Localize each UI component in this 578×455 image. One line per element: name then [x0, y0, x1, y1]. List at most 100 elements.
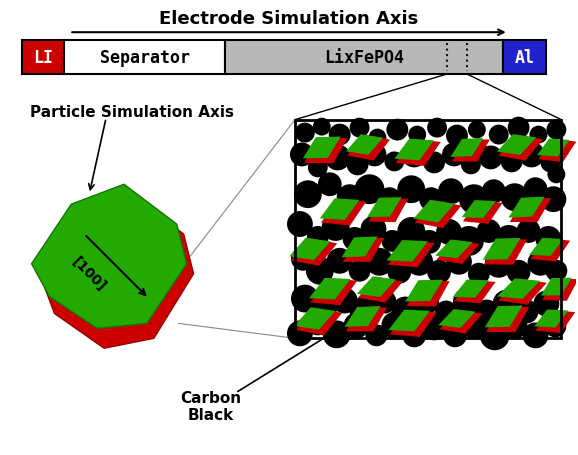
Circle shape [365, 248, 394, 276]
Polygon shape [344, 306, 381, 327]
Circle shape [453, 288, 481, 316]
Circle shape [329, 124, 351, 146]
Polygon shape [536, 310, 575, 334]
Circle shape [327, 248, 353, 274]
Circle shape [477, 220, 501, 243]
Circle shape [377, 188, 401, 212]
Circle shape [468, 263, 490, 285]
Circle shape [387, 119, 408, 141]
Circle shape [436, 220, 462, 245]
Polygon shape [309, 278, 350, 300]
Circle shape [503, 315, 528, 339]
Circle shape [381, 312, 409, 339]
Bar [225, 41, 503, 75]
Polygon shape [303, 137, 341, 159]
Circle shape [307, 227, 329, 248]
Circle shape [337, 185, 362, 211]
Text: Electrode Simulation Axis: Electrode Simulation Axis [160, 10, 418, 28]
Polygon shape [39, 195, 194, 349]
Circle shape [540, 153, 560, 173]
Circle shape [325, 145, 351, 171]
Polygon shape [388, 310, 430, 332]
Polygon shape [346, 135, 383, 156]
Polygon shape [357, 277, 396, 297]
Polygon shape [484, 239, 527, 265]
Polygon shape [407, 281, 450, 307]
Polygon shape [295, 308, 342, 336]
Polygon shape [485, 306, 523, 328]
Circle shape [361, 217, 387, 243]
Bar [64, 41, 225, 75]
Circle shape [417, 231, 441, 254]
Polygon shape [390, 310, 436, 337]
Circle shape [291, 285, 319, 313]
Circle shape [443, 324, 467, 348]
Circle shape [528, 250, 553, 276]
Polygon shape [414, 201, 455, 223]
Circle shape [349, 260, 370, 282]
Circle shape [308, 158, 328, 178]
Circle shape [446, 125, 468, 147]
Circle shape [546, 121, 566, 140]
Polygon shape [483, 238, 521, 260]
Circle shape [419, 188, 443, 212]
Polygon shape [291, 238, 337, 266]
Bar [295, 121, 561, 339]
Polygon shape [294, 308, 335, 330]
Circle shape [397, 176, 425, 204]
Circle shape [372, 290, 397, 314]
Bar [21, 41, 64, 75]
Circle shape [438, 179, 464, 205]
Polygon shape [497, 135, 536, 156]
Circle shape [408, 126, 426, 144]
Circle shape [544, 316, 566, 338]
Polygon shape [452, 140, 490, 162]
Circle shape [287, 212, 313, 238]
Circle shape [287, 321, 313, 347]
Text: LI: LI [33, 49, 53, 67]
Circle shape [462, 314, 488, 339]
Circle shape [524, 178, 547, 202]
Circle shape [489, 125, 509, 145]
Circle shape [493, 290, 521, 318]
Polygon shape [534, 310, 569, 328]
Circle shape [344, 313, 369, 339]
Polygon shape [439, 309, 483, 334]
Circle shape [501, 184, 528, 212]
Polygon shape [415, 201, 461, 228]
Bar [503, 41, 546, 75]
Circle shape [350, 118, 369, 138]
Circle shape [306, 312, 330, 336]
Circle shape [546, 260, 567, 282]
Circle shape [294, 181, 322, 209]
Circle shape [369, 129, 387, 147]
Polygon shape [310, 278, 357, 305]
Circle shape [402, 324, 426, 348]
Polygon shape [438, 309, 476, 328]
Polygon shape [539, 139, 576, 163]
Text: Al: Al [514, 49, 534, 67]
Circle shape [446, 249, 472, 275]
Polygon shape [290, 238, 331, 261]
Text: Separator: Separator [99, 49, 190, 67]
Circle shape [295, 123, 315, 143]
Polygon shape [451, 139, 483, 157]
Polygon shape [32, 185, 187, 329]
Circle shape [442, 143, 466, 167]
Text: Particle Simulation Axis: Particle Simulation Axis [29, 105, 234, 120]
Circle shape [479, 146, 503, 170]
Circle shape [318, 173, 342, 197]
Polygon shape [537, 139, 569, 157]
Polygon shape [347, 135, 390, 161]
Circle shape [535, 227, 561, 252]
Circle shape [468, 121, 486, 139]
Circle shape [323, 321, 351, 349]
Polygon shape [387, 241, 428, 262]
Polygon shape [320, 199, 360, 220]
Polygon shape [405, 280, 443, 302]
Polygon shape [321, 199, 366, 226]
Polygon shape [542, 279, 578, 301]
Polygon shape [498, 279, 547, 305]
Circle shape [381, 231, 403, 252]
Circle shape [313, 299, 337, 323]
